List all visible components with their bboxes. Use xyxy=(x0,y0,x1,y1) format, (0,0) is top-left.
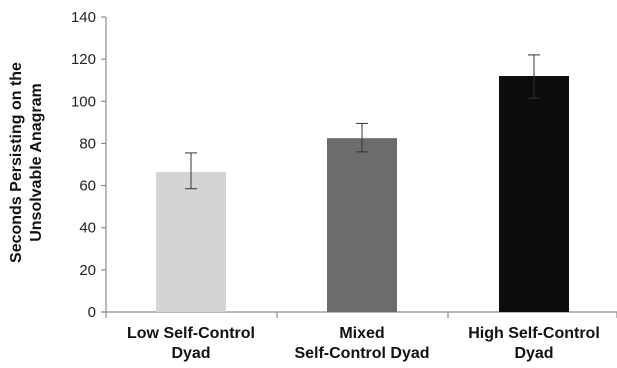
x-category-label: Dyad xyxy=(514,345,553,362)
y-tick-label: 20 xyxy=(79,262,96,279)
y-axis-ticks: 0 20 40 60 80 100 120 140 xyxy=(71,9,106,321)
y-axis-title: Seconds Persisting on the Unsolvable Anag… xyxy=(8,62,45,263)
x-category-label: Mixed xyxy=(339,325,384,342)
y-tick-label: 60 xyxy=(79,178,96,195)
x-category-label: High Self-Control xyxy=(468,325,600,342)
error-bar xyxy=(185,152,197,190)
x-axis-labels: Low Self-Control Dyad Mixed Self-Control Dy… xyxy=(127,325,600,362)
bar xyxy=(499,76,569,312)
bar xyxy=(156,171,226,312)
error-bar xyxy=(528,54,540,99)
y-tick-label: 80 xyxy=(79,135,96,152)
bar xyxy=(327,138,397,312)
y-axis-title-line: Seconds Persisting on the xyxy=(8,62,25,263)
x-category-label: Self-Control Dyad xyxy=(294,345,429,362)
y-tick-label: 40 xyxy=(79,220,96,237)
error-bar xyxy=(356,122,368,153)
y-tick-label: 100 xyxy=(71,93,96,110)
y-tick-label: 120 xyxy=(71,51,96,68)
y-axis-title-line: Unsolvable Anagram xyxy=(28,83,45,242)
y-tick-label: 0 xyxy=(88,304,96,321)
bars xyxy=(156,76,569,312)
y-tick-label: 140 xyxy=(71,9,96,26)
x-category-label: Low Self-Control xyxy=(127,325,255,342)
x-category-label: Dyad xyxy=(171,345,210,362)
error-bars xyxy=(185,54,540,190)
